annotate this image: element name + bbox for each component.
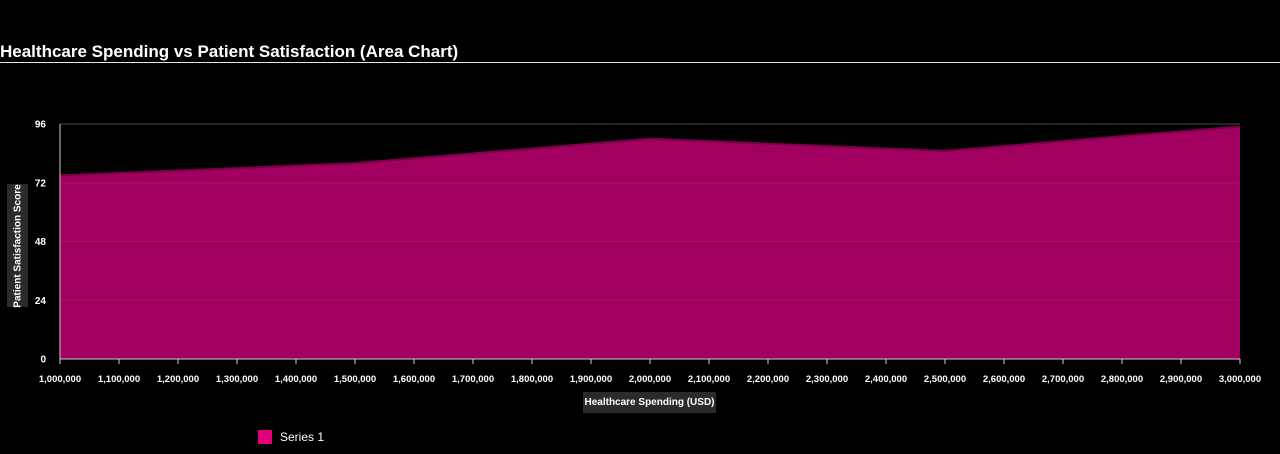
y-axis: 0 24 48 72 96: [35, 120, 61, 366]
y-axis-title: Patient Satisfaction Score: [12, 183, 23, 308]
area-line: [59, 125, 1241, 177]
x-axis-title: Healthcare Spending (USD): [583, 392, 716, 413]
legend-label: Series 1: [280, 430, 325, 444]
legend[interactable]: Series 1: [258, 430, 324, 444]
x-tick-label: 1,100,000: [98, 374, 140, 385]
x-tick-label: 2,900,000: [1160, 374, 1202, 385]
x-axis: 1,000,000 1,100,000 1,200,000 1,300,000 1,40…: [39, 358, 1261, 385]
y-axis-title-box: Patient Satisfaction Score: [7, 184, 28, 307]
x-tick-label: 1,000,000: [39, 374, 81, 385]
y-tick-label: 96: [35, 120, 47, 131]
x-tick-label: 2,200,000: [747, 374, 789, 385]
x-tick-label: 1,300,000: [216, 374, 258, 385]
x-tick-label: 3,000,000: [1219, 374, 1261, 385]
x-tick-label: 2,700,000: [1042, 374, 1084, 385]
y-tick-label: 24: [35, 296, 47, 307]
x-tick-label: 1,200,000: [157, 374, 199, 385]
x-tick-label: 1,700,000: [452, 374, 494, 385]
y-tick-label: 48: [35, 237, 47, 248]
y-tick-label: 0: [40, 355, 46, 366]
x-tick-label: 1,600,000: [393, 374, 435, 385]
x-tick-label: 2,400,000: [865, 374, 907, 385]
x-tick-label: 1,500,000: [334, 374, 376, 385]
x-tick-label: 1,400,000: [275, 374, 317, 385]
x-tick-label: 2,800,000: [1101, 374, 1143, 385]
chart-title: Healthcare Spending vs Patient Satisfact…: [0, 42, 459, 61]
title-divider: [0, 62, 1280, 63]
x-tick-label: 2,500,000: [924, 374, 966, 385]
x-tick-label: 1,900,000: [570, 374, 612, 385]
y-tick-label: 72: [35, 178, 47, 189]
area-series: [59, 123, 1241, 360]
x-tick-label: 2,600,000: [983, 374, 1025, 385]
x-tick-label: 2,300,000: [806, 374, 848, 385]
x-tick-label: 1,800,000: [511, 374, 553, 385]
x-tick-label: 2,000,000: [629, 374, 671, 385]
area-fill: [60, 126, 1240, 360]
x-tick-label: 2,100,000: [688, 374, 730, 385]
legend-swatch: [258, 430, 272, 444]
